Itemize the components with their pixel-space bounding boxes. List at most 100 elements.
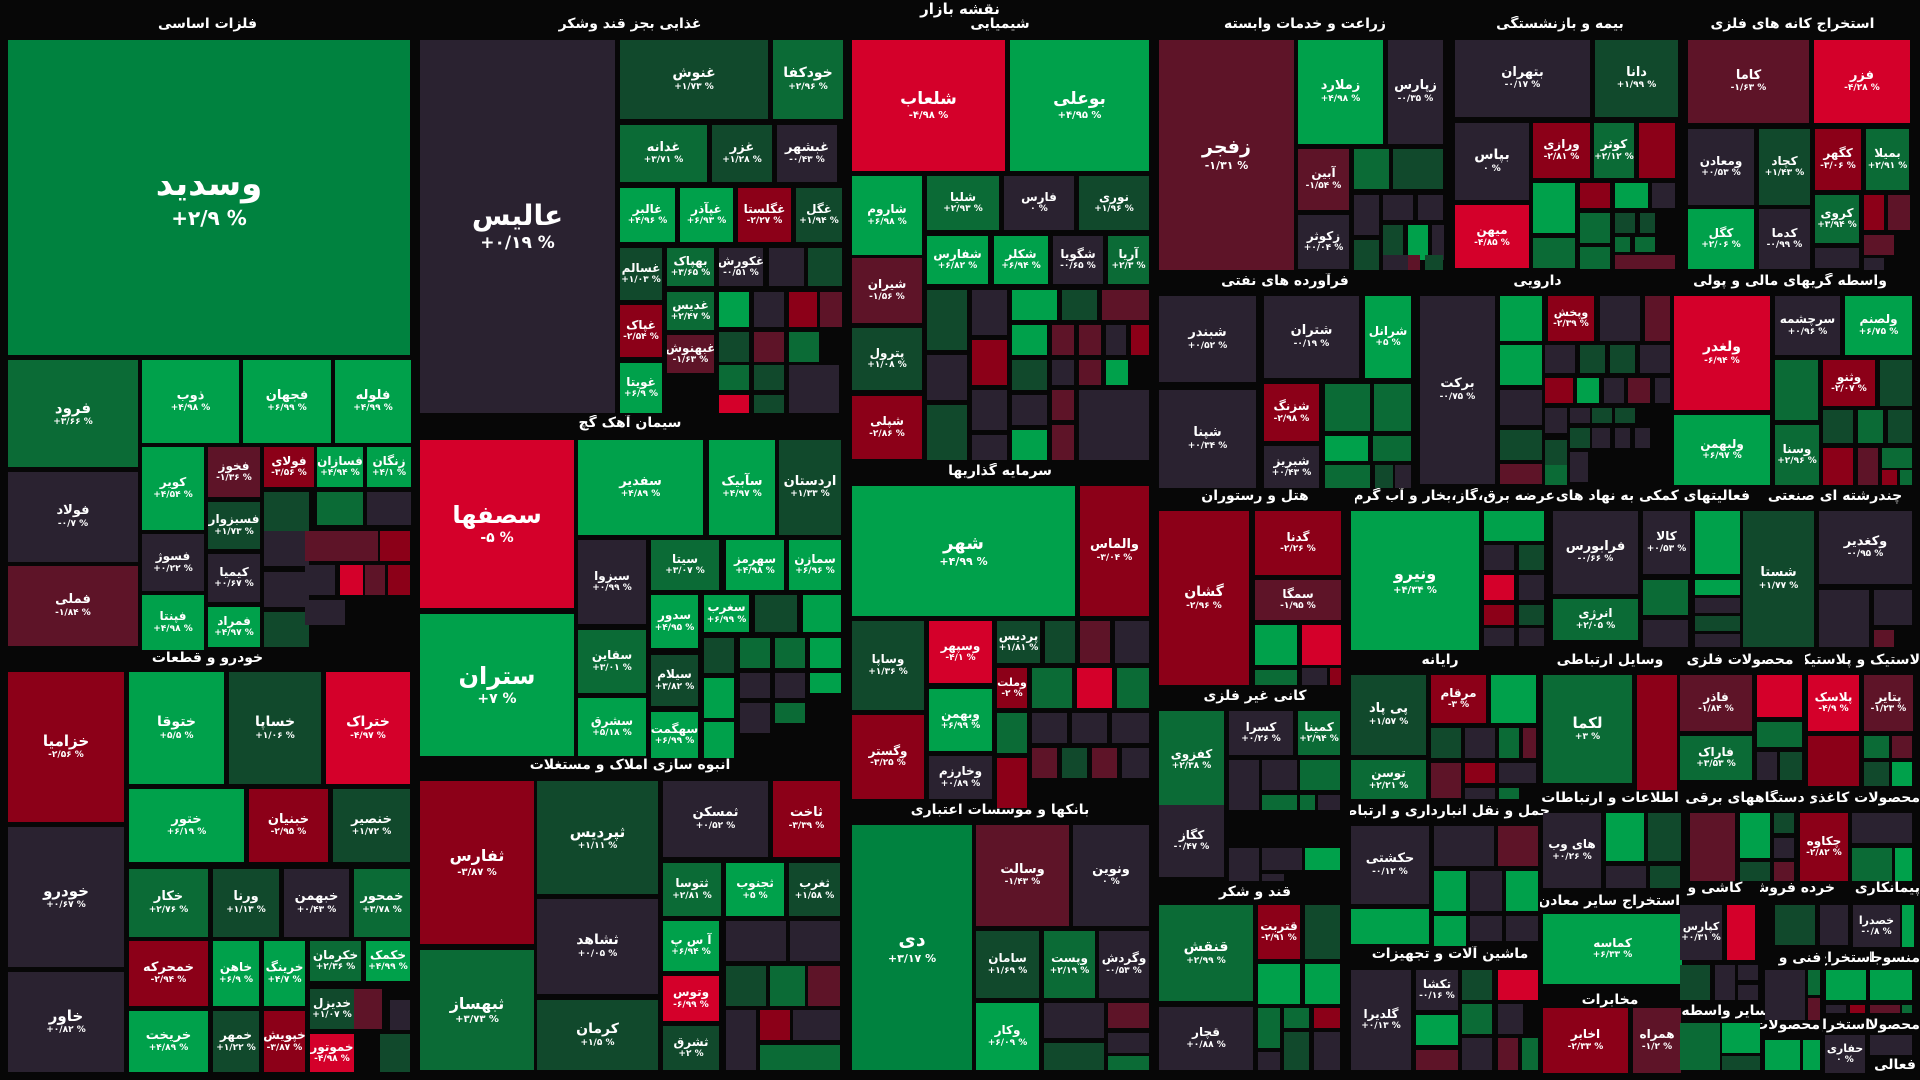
- stock-tile-small[interactable]: [997, 758, 1027, 808]
- stock-tile-small[interactable]: [1765, 970, 1805, 1020]
- stock-tile[interactable]: غبهنوش -۱/۶۳ %: [667, 335, 714, 373]
- stock-tile[interactable]: اخابر -۲/۳۳ %: [1543, 1008, 1628, 1073]
- stock-tile[interactable]: برکت -۰/۷۵ %: [1420, 296, 1495, 484]
- stock-tile[interactable]: کرمان +۱/۵ %: [537, 1000, 658, 1070]
- stock-tile-small[interactable]: [1655, 378, 1670, 403]
- stock-tile-small[interactable]: [1852, 813, 1912, 843]
- stock-tile[interactable]: عالیس +۰/۱۹ %: [420, 40, 615, 413]
- stock-tile-small[interactable]: [354, 989, 382, 1029]
- stock-tile-small[interactable]: [1302, 668, 1327, 685]
- stock-tile[interactable]: شفارس +۶/۸۲ %: [927, 236, 988, 284]
- stock-tile-small[interactable]: [1519, 605, 1544, 625]
- stock-tile-small[interactable]: [1774, 862, 1794, 881]
- stock-tile-small[interactable]: [1079, 360, 1101, 385]
- stock-tile-small[interactable]: [380, 1034, 410, 1072]
- stock-tile[interactable]: وسنا +۲/۹۶ %: [1775, 425, 1819, 485]
- stock-tile[interactable]: فولاد -۰/۷ %: [8, 472, 138, 562]
- stock-tile[interactable]: غالبر +۴/۹۶ %: [620, 188, 675, 242]
- stock-tile-small[interactable]: [1434, 916, 1466, 946]
- stock-tile[interactable]: ولبهمن +۶/۹۷ %: [1674, 415, 1770, 485]
- stock-tile-small[interactable]: [927, 290, 967, 350]
- stock-tile-small[interactable]: [1545, 440, 1567, 465]
- stock-tile-small[interactable]: [1465, 763, 1495, 783]
- stock-tile-small[interactable]: [1738, 985, 1758, 1000]
- stock-tile[interactable]: فاراک +۳/۵۳ %: [1680, 736, 1752, 780]
- stock-tile[interactable]: فرود +۳/۶۶ %: [8, 360, 138, 467]
- stock-tile-small[interactable]: [1079, 325, 1101, 355]
- stock-tile-small[interactable]: [1870, 1005, 1900, 1013]
- stock-tile-small[interactable]: [1108, 1033, 1149, 1053]
- stock-tile-small[interactable]: [1465, 788, 1495, 799]
- stock-tile-small[interactable]: [1680, 1023, 1720, 1070]
- stock-tile[interactable]: غنوش +۱/۷۳ %: [620, 40, 768, 119]
- stock-tile[interactable]: شپنا +۰/۳۴ %: [1159, 390, 1256, 488]
- stock-tile-small[interactable]: [1500, 390, 1542, 425]
- stock-tile-small[interactable]: [1643, 580, 1688, 615]
- stock-tile-small[interactable]: [1695, 511, 1740, 574]
- stock-tile[interactable]: بتهران -۰/۱۷ %: [1455, 40, 1590, 117]
- stock-tile-small[interactable]: [1255, 670, 1297, 685]
- stock-tile[interactable]: ثجنوب +۵ %: [726, 863, 784, 916]
- stock-tile-small[interactable]: [1640, 345, 1670, 373]
- stock-tile-small[interactable]: [810, 638, 841, 668]
- stock-tile-small[interactable]: [1498, 970, 1538, 1000]
- stock-tile-small[interactable]: [1615, 183, 1648, 208]
- stock-tile-small[interactable]: [1606, 813, 1644, 861]
- stock-tile[interactable]: وملت -۲ %: [997, 668, 1027, 708]
- stock-tile-small[interactable]: [1484, 545, 1514, 570]
- stock-tile-small[interactable]: [1012, 325, 1047, 355]
- stock-tile-small[interactable]: [789, 292, 817, 327]
- stock-tile[interactable]: شاروم +۶/۹۸ %: [852, 176, 922, 255]
- stock-tile-small[interactable]: [1491, 675, 1536, 723]
- stock-tile[interactable]: شزنگ -۲/۹۸ %: [1264, 384, 1319, 441]
- stock-tile-small[interactable]: [1870, 1035, 1912, 1055]
- stock-tile-small[interactable]: [1880, 360, 1912, 406]
- stock-tile-small[interactable]: [1383, 195, 1413, 220]
- stock-tile-small[interactable]: [317, 492, 363, 525]
- stock-tile-small[interactable]: [1284, 1008, 1309, 1028]
- stock-tile-small[interactable]: [1690, 813, 1735, 881]
- stock-tile[interactable]: وخارزم +۰/۸۹ %: [929, 756, 992, 799]
- stock-tile-small[interactable]: [1757, 752, 1777, 780]
- stock-tile[interactable]: کچاد +۱/۴۳ %: [1759, 129, 1810, 205]
- stock-tile-small[interactable]: [927, 405, 967, 460]
- stock-tile[interactable]: قنقش +۲/۹۹ %: [1159, 905, 1253, 1001]
- stock-tile-small[interactable]: [1393, 149, 1443, 189]
- stock-tile-small[interactable]: [1545, 465, 1567, 485]
- stock-tile[interactable]: گدنا -۲/۲۶ %: [1255, 511, 1341, 575]
- stock-tile[interactable]: ختراک -۴/۹۷ %: [326, 672, 410, 784]
- stock-tile[interactable]: قتربت -۲/۹۱ %: [1258, 905, 1300, 959]
- stock-tile-small[interactable]: [1680, 965, 1710, 1000]
- stock-tile[interactable]: های وب +۰/۲۶ %: [1543, 813, 1601, 888]
- stock-tile[interactable]: وتوس -۶/۹۹ %: [663, 976, 719, 1021]
- stock-tile[interactable]: وسالت -۱/۴۳ %: [976, 825, 1069, 926]
- stock-tile[interactable]: همراه -۱/۲ %: [1633, 1008, 1681, 1073]
- stock-tile[interactable]: ثاخت -۳/۳۹ %: [773, 781, 840, 857]
- stock-tile[interactable]: خموتور -۴/۹۸ %: [310, 1034, 354, 1072]
- stock-tile[interactable]: انرژی +۲/۰۵ %: [1553, 599, 1638, 640]
- stock-tile-small[interactable]: [775, 703, 805, 723]
- stock-tile[interactable]: پتایر -۱/۲۳ %: [1864, 675, 1913, 731]
- stock-tile-small[interactable]: [1757, 675, 1802, 717]
- stock-tile[interactable]: ثفارس -۳/۸۷ %: [420, 781, 534, 944]
- stock-tile-small[interactable]: [1888, 410, 1912, 443]
- stock-tile-small[interactable]: [1615, 408, 1635, 423]
- stock-tile-small[interactable]: [1229, 848, 1259, 881]
- stock-tile[interactable]: ورازی -۲/۸۱ %: [1533, 123, 1590, 178]
- stock-tile-small[interactable]: [1815, 248, 1859, 268]
- stock-tile-small[interactable]: [1080, 621, 1110, 663]
- stock-tile-small[interactable]: [1354, 195, 1379, 235]
- stock-tile-small[interactable]: [1305, 964, 1340, 1004]
- stock-tile-small[interactable]: [1500, 345, 1542, 385]
- stock-tile[interactable]: پترول +۱/۰۸ %: [852, 328, 922, 390]
- stock-tile[interactable]: خرینگ +۴/۷ %: [264, 941, 305, 1006]
- stock-tile-small[interactable]: [305, 531, 345, 561]
- stock-tile-small[interactable]: [1300, 795, 1315, 810]
- stock-tile-small[interactable]: [264, 612, 309, 647]
- stock-tile[interactable]: شلعاب -۴/۹۸ %: [852, 40, 1005, 171]
- stock-tile-small[interactable]: [1738, 965, 1758, 980]
- stock-tile[interactable]: شپلی -۲/۸۶ %: [852, 396, 922, 459]
- stock-tile[interactable]: شرانل +۵ %: [1365, 296, 1411, 378]
- stock-tile[interactable]: خپویش -۳/۸۷ %: [264, 1011, 305, 1072]
- stock-tile-small[interactable]: [1108, 1003, 1149, 1028]
